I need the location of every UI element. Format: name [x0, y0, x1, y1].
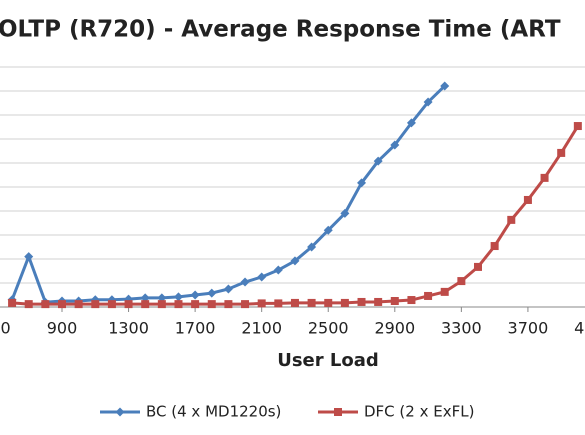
data-point	[274, 299, 283, 308]
data-point	[440, 287, 449, 296]
data-point	[207, 300, 216, 309]
data-point	[141, 300, 150, 309]
data-point	[74, 300, 83, 309]
data-point	[390, 297, 399, 305]
data-point	[241, 300, 250, 309]
series-line	[10, 84, 446, 304]
data-point	[373, 156, 383, 166]
data-point	[24, 252, 34, 262]
data-point	[157, 300, 166, 309]
legend-label: BC (4 x MD1220s)	[146, 403, 281, 421]
x-tick-label: 500	[0, 319, 11, 338]
data-point	[390, 140, 400, 150]
x-tick-label: 3700	[508, 319, 549, 338]
data-point	[340, 208, 350, 218]
data-point	[240, 277, 250, 287]
x-tick-label: 4100	[574, 319, 585, 338]
x-tick-label: 3300	[441, 319, 482, 338]
x-tick-label: 2500	[308, 319, 349, 338]
data-point	[357, 297, 366, 306]
x-tick-label: 2900	[374, 319, 415, 338]
x-tick-label: 1300	[108, 319, 149, 338]
data-point	[523, 195, 532, 204]
data-point	[91, 300, 100, 309]
data-point	[424, 291, 433, 300]
data-point	[307, 242, 317, 252]
data-point	[474, 262, 482, 271]
legend-marker	[334, 408, 342, 416]
data-point	[290, 256, 300, 266]
data-point	[407, 296, 416, 305]
data-point	[307, 298, 316, 307]
data-point	[440, 81, 450, 91]
data-point	[174, 300, 183, 309]
legend-label: DFC (2 x ExFL)	[364, 403, 474, 421]
data-point	[573, 122, 582, 131]
data-point	[357, 178, 367, 188]
data-point	[423, 97, 433, 107]
data-point	[557, 148, 566, 157]
data-point	[41, 300, 50, 309]
data-point	[374, 297, 383, 306]
data-point	[223, 284, 233, 294]
x-tick-label: 1700	[175, 319, 216, 338]
x-axis-title: User Load	[277, 350, 379, 371]
data-point	[290, 298, 299, 307]
data-point	[340, 298, 349, 307]
data-point	[191, 300, 200, 309]
data-point	[173, 292, 183, 302]
legend-marker	[115, 407, 125, 417]
data-point	[24, 300, 33, 309]
data-point	[107, 300, 116, 309]
data-point	[207, 288, 217, 298]
data-point	[457, 277, 466, 286]
data-point	[257, 299, 266, 308]
data-point	[507, 215, 516, 224]
data-point	[224, 300, 233, 309]
x-tick-label: 900	[47, 319, 78, 338]
data-point	[8, 298, 17, 307]
data-point	[58, 300, 66, 309]
data-point	[324, 298, 333, 307]
data-point	[323, 225, 333, 235]
data-point	[540, 173, 549, 182]
x-tick-label: 2100	[241, 319, 282, 338]
series-line	[11, 125, 580, 306]
chart-title: OLTP (R720) - Average Response Time (ART	[0, 17, 561, 43]
data-point	[190, 290, 200, 300]
data-point	[273, 265, 283, 275]
data-point	[490, 242, 499, 251]
data-point	[257, 272, 267, 282]
data-point	[124, 300, 133, 309]
data-point	[406, 118, 416, 128]
